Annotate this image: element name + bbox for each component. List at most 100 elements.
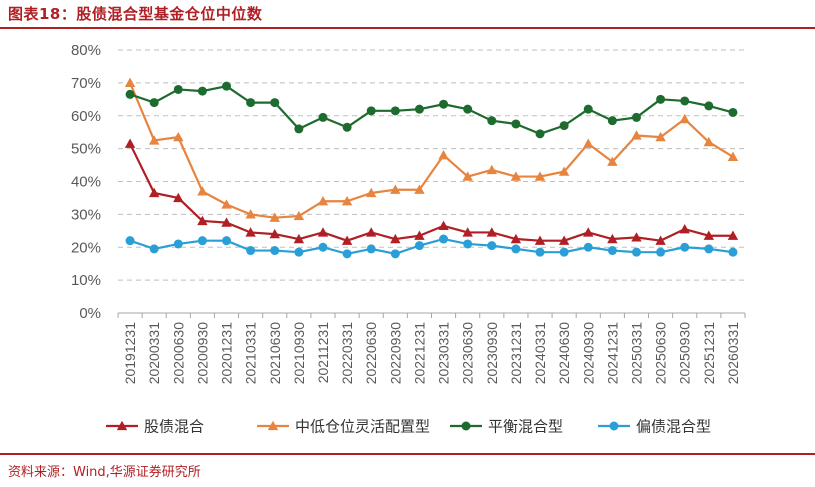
data-point	[655, 131, 666, 142]
data-point	[294, 124, 304, 134]
data-point	[341, 196, 353, 206]
data-point	[318, 112, 328, 122]
data-point	[221, 217, 232, 227]
data-point	[583, 227, 594, 237]
x-tick-label: 20220930	[387, 322, 403, 385]
data-point	[221, 199, 232, 209]
x-tick-label: 20200930	[194, 322, 210, 385]
data-point	[294, 247, 304, 257]
data-point	[222, 236, 232, 246]
data-point	[125, 89, 135, 99]
data-point	[124, 138, 136, 148]
x-tick-label: 20230930	[484, 322, 500, 385]
data-point	[535, 129, 545, 139]
data-point	[125, 236, 135, 246]
x-tick-label: 20191231	[122, 322, 138, 385]
data-point	[703, 230, 715, 240]
source-note: 资料来源：Wind,华源证券研究所	[8, 465, 201, 480]
data-point	[607, 156, 618, 166]
data-point	[728, 107, 738, 117]
data-point	[246, 98, 256, 108]
data-point	[583, 242, 593, 252]
data-point	[462, 171, 473, 181]
y-tick-label: 50%	[71, 141, 101, 158]
series-line	[129, 143, 733, 242]
data-point	[510, 233, 522, 244]
x-tick-label: 20210331	[243, 322, 259, 385]
data-point	[679, 223, 690, 234]
series-3	[125, 81, 738, 139]
x-tick-label: 20240331	[532, 322, 548, 385]
data-point	[680, 96, 690, 106]
data-point	[631, 247, 641, 257]
data-point	[366, 244, 376, 254]
data-point	[414, 104, 424, 114]
data-point	[270, 98, 280, 108]
data-point	[269, 212, 280, 222]
x-tick-label: 20210630	[267, 322, 283, 385]
data-point	[535, 247, 545, 257]
data-point	[390, 233, 401, 244]
source-divider	[0, 453, 815, 455]
y-tick-label: 20%	[71, 239, 101, 256]
data-point	[558, 235, 570, 245]
data-point	[607, 246, 617, 256]
data-point	[414, 184, 425, 194]
data-point	[704, 101, 714, 111]
data-point	[390, 249, 400, 259]
data-point	[222, 81, 232, 91]
x-axis: 20191231 20200331 20200630 20200930 20201231…	[117, 312, 746, 385]
data-point	[487, 241, 497, 251]
data-point	[438, 150, 449, 160]
data-point	[293, 233, 305, 244]
data-point	[173, 192, 184, 203]
legend-marker	[267, 420, 279, 431]
legend-item: 平衡混合型	[450, 418, 563, 436]
series-group	[124, 77, 739, 259]
y-tick-label: 0%	[79, 305, 101, 322]
data-point	[631, 112, 641, 122]
data-point	[124, 77, 136, 88]
legend-marker	[116, 420, 128, 431]
data-point	[439, 99, 449, 109]
legend-item: 偏债混合型	[598, 418, 711, 436]
data-point	[486, 164, 497, 175]
legend-label: 偏债混合型	[636, 418, 711, 436]
y-tick-label: 60%	[71, 108, 101, 125]
x-tick-label: 20220331	[339, 322, 355, 385]
data-point	[317, 196, 329, 206]
x-tick-label: 20221231	[411, 322, 427, 385]
data-point	[148, 187, 160, 198]
x-tick-label: 20200630	[170, 322, 186, 385]
data-point	[246, 246, 256, 256]
data-point	[438, 220, 449, 231]
x-tick-label: 20201231	[219, 322, 235, 385]
data-point	[270, 246, 280, 256]
x-tick-label: 20250331	[628, 322, 644, 385]
data-point	[390, 106, 400, 116]
data-point	[631, 232, 642, 242]
gridlines	[118, 49, 745, 281]
x-tick-label: 20211231	[315, 322, 331, 383]
data-point	[727, 151, 739, 162]
x-tick-label: 20200331	[146, 322, 162, 385]
data-point	[679, 113, 690, 124]
data-point	[655, 235, 666, 245]
data-point	[245, 209, 256, 219]
data-point	[534, 171, 546, 181]
data-point	[463, 239, 473, 249]
y-tick-label: 10%	[71, 272, 101, 289]
data-point	[245, 227, 256, 237]
x-tick-label: 20230331	[436, 322, 452, 385]
data-point	[342, 122, 352, 132]
data-point	[366, 187, 377, 198]
series-1	[124, 138, 739, 245]
y-axis: 0% 10% 20% 30% 40% 50% 60% 70% 80%	[71, 42, 101, 322]
x-tick-label: 20240630	[556, 322, 572, 385]
series-line	[129, 82, 734, 219]
data-point	[318, 242, 328, 252]
data-point	[269, 228, 280, 239]
series-2	[124, 77, 739, 222]
data-point	[583, 138, 594, 148]
